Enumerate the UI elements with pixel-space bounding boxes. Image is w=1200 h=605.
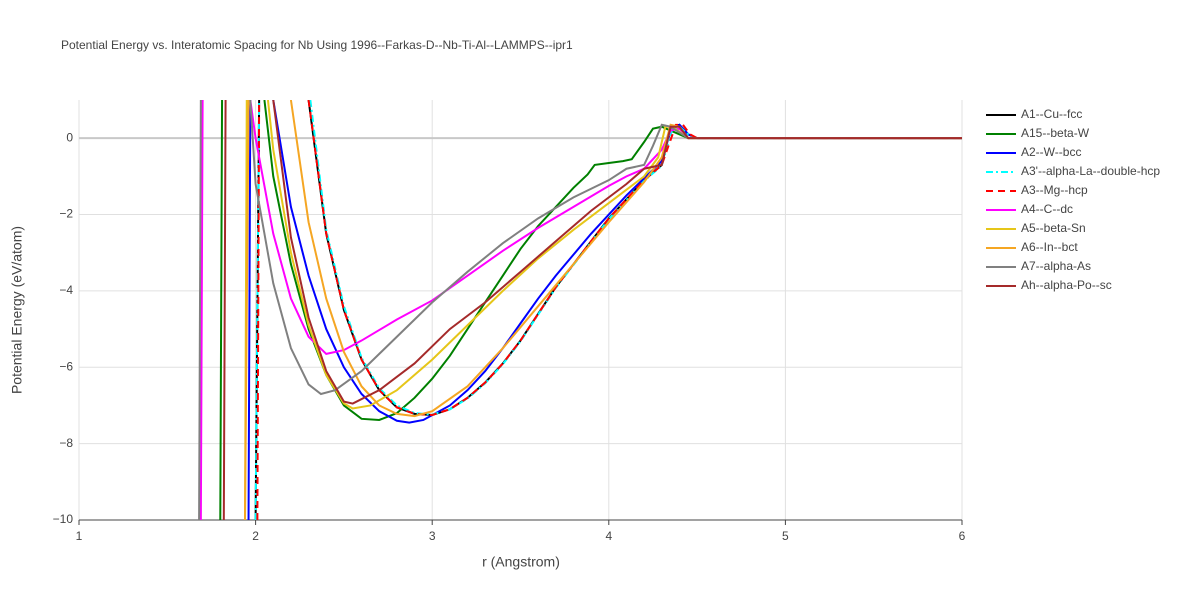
x-tick-label: 6 xyxy=(959,529,966,543)
y-tick-label: 0 xyxy=(66,130,73,144)
series-line xyxy=(199,100,962,520)
y-tick-label: −8 xyxy=(59,436,73,450)
x-tick-label: 5 xyxy=(782,529,789,543)
legend-label: A5--beta-Sn xyxy=(1021,221,1086,235)
x-tick-label: 1 xyxy=(76,529,83,543)
x-axis-title: r (Angstrom) xyxy=(482,554,560,570)
x-tick-label: 2 xyxy=(252,529,259,543)
chart-title: Potential Energy vs. Interatomic Spacing… xyxy=(61,38,573,52)
y-tick-label: −6 xyxy=(59,359,73,373)
legend-label: A7--alpha-As xyxy=(1021,259,1091,273)
y-tick-label: −10 xyxy=(53,512,74,526)
legend: A1--Cu--fcc A15--beta-W A2--W--bcc A3'--alp… xyxy=(986,107,1160,292)
grid: 1 2 3 4 5 6 −10 −8 −6 −4 −2 0 xyxy=(53,100,966,543)
x-tick-label: 3 xyxy=(429,529,436,543)
legend-label: A3'--alpha-La--double-hcp xyxy=(1021,164,1160,178)
series-line xyxy=(222,100,962,520)
legend-label: A3--Mg--hcp xyxy=(1021,183,1088,197)
y-axis-title: Potential Energy (eV/atom) xyxy=(9,226,25,394)
y-tick-label: −4 xyxy=(59,283,73,297)
x-tick-label: 4 xyxy=(605,529,612,543)
legend-label: A15--beta-W xyxy=(1021,126,1090,140)
legend-label: A1--Cu--fcc xyxy=(1021,107,1082,121)
series-line xyxy=(219,100,962,520)
series-line xyxy=(198,100,962,520)
legend-label: A2--W--bcc xyxy=(1021,145,1081,159)
legend-label: A4--C--dc xyxy=(1021,202,1073,216)
legend-label: A6--In--bct xyxy=(1021,240,1078,254)
plot-area xyxy=(198,100,962,520)
legend-label: Ah--alpha-Po--sc xyxy=(1021,278,1112,292)
series-line xyxy=(256,100,962,520)
y-tick-label: −2 xyxy=(59,207,73,221)
